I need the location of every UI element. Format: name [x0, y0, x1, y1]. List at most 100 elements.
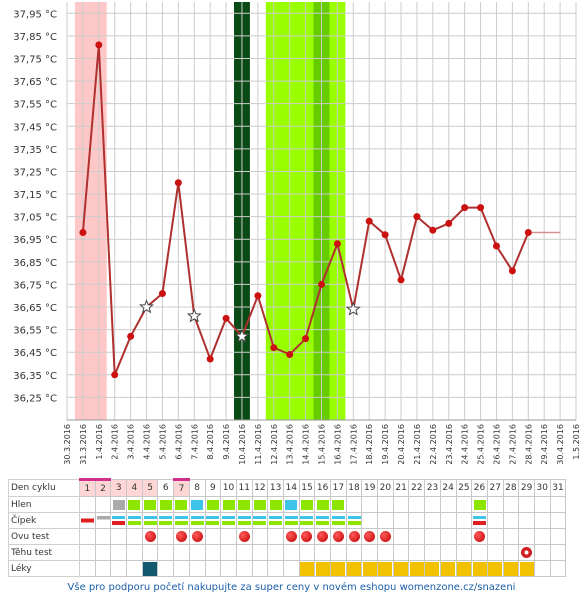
cervix-cell[interactable] — [79, 512, 96, 529]
drugs-cell[interactable] — [188, 560, 206, 577]
ovu-cell[interactable] — [377, 528, 394, 545]
cervix-cell[interactable] — [455, 512, 473, 529]
drugs-cell[interactable] — [141, 560, 159, 577]
mucus-cell[interactable] — [486, 496, 504, 513]
mucus-cell[interactable] — [94, 496, 112, 513]
mucus-cell[interactable] — [330, 496, 347, 513]
cervix-cell[interactable] — [173, 512, 190, 529]
cervix-cell[interactable] — [126, 512, 143, 529]
mucus-cell[interactable] — [471, 496, 488, 513]
cervix-cell[interactable] — [94, 512, 112, 529]
cycle-cell[interactable]: 22 — [408, 479, 426, 497]
cycle-cell[interactable]: 8 — [188, 479, 206, 497]
ovu-cell[interactable] — [471, 528, 488, 545]
cycle-cell[interactable]: 6 — [157, 479, 175, 497]
preg-cell[interactable] — [188, 544, 206, 561]
drugs-cell[interactable] — [486, 560, 504, 577]
cycle-cell[interactable]: 28 — [502, 479, 520, 497]
cycle-cell[interactable]: 3 — [110, 479, 128, 497]
preg-cell[interactable] — [486, 544, 504, 561]
cervix-cell[interactable] — [110, 512, 128, 529]
mucus-cell[interactable] — [204, 496, 222, 513]
preg-cell[interactable] — [157, 544, 175, 561]
cervix-cell[interactable] — [549, 512, 567, 529]
preg-cell[interactable] — [439, 544, 457, 561]
mucus-cell[interactable] — [126, 496, 143, 513]
cervix-cell[interactable] — [377, 512, 394, 529]
preg-cell[interactable] — [204, 544, 222, 561]
cycle-cell[interactable]: 10 — [220, 479, 237, 497]
cervix-cell[interactable] — [533, 512, 551, 529]
mucus-cell[interactable] — [455, 496, 473, 513]
preg-cell[interactable] — [141, 544, 159, 561]
cervix-cell[interactable] — [408, 512, 426, 529]
cervix-cell[interactable] — [330, 512, 347, 529]
ovu-cell[interactable] — [141, 528, 159, 545]
preg-cell[interactable] — [377, 544, 394, 561]
preg-cell[interactable] — [220, 544, 237, 561]
cervix-cell[interactable] — [282, 512, 300, 529]
ovu-cell[interactable] — [361, 528, 379, 545]
ovu-cell[interactable] — [330, 528, 347, 545]
mucus-cell[interactable] — [235, 496, 253, 513]
preg-cell[interactable] — [110, 544, 128, 561]
drugs-cell[interactable] — [392, 560, 410, 577]
drugs-cell[interactable] — [361, 560, 379, 577]
preg-cell[interactable] — [502, 544, 520, 561]
preg-cell[interactable] — [314, 544, 331, 561]
preg-cell[interactable] — [173, 544, 190, 561]
ovu-cell[interactable] — [314, 528, 331, 545]
cervix-cell[interactable] — [204, 512, 222, 529]
preg-cell[interactable] — [533, 544, 551, 561]
cervix-cell[interactable] — [518, 512, 535, 529]
ovu-cell[interactable] — [392, 528, 410, 545]
preg-cell[interactable] — [392, 544, 410, 561]
preg-cell[interactable] — [330, 544, 347, 561]
drugs-cell[interactable] — [330, 560, 347, 577]
ovu-cell[interactable] — [298, 528, 316, 545]
cervix-cell[interactable] — [141, 512, 159, 529]
mucus-cell[interactable] — [220, 496, 237, 513]
cycle-cell[interactable]: 27 — [486, 479, 504, 497]
ovu-cell[interactable] — [173, 528, 190, 545]
drugs-cell[interactable] — [298, 560, 316, 577]
cycle-cell[interactable]: 18 — [345, 479, 363, 497]
cycle-cell[interactable]: 17 — [330, 479, 347, 497]
drugs-cell[interactable] — [251, 560, 269, 577]
cervix-cell[interactable] — [157, 512, 175, 529]
cycle-cell[interactable]: 4 — [126, 479, 143, 497]
cycle-cell[interactable]: 1 — [79, 478, 96, 497]
drugs-cell[interactable] — [518, 560, 535, 577]
cycle-cell[interactable]: 14 — [282, 479, 300, 497]
ovu-cell[interactable] — [518, 528, 535, 545]
preg-cell[interactable] — [345, 544, 363, 561]
mucus-cell[interactable] — [173, 496, 190, 513]
preg-cell[interactable] — [79, 544, 96, 561]
ovu-cell[interactable] — [533, 528, 551, 545]
mucus-cell[interactable] — [188, 496, 206, 513]
preg-cell[interactable] — [424, 544, 441, 561]
cycle-cell[interactable]: 21 — [392, 479, 410, 497]
ovu-cell[interactable] — [502, 528, 520, 545]
drugs-cell[interactable] — [345, 560, 363, 577]
drugs-cell[interactable] — [471, 560, 488, 577]
mucus-cell[interactable] — [518, 496, 535, 513]
drugs-cell[interactable] — [282, 560, 300, 577]
mucus-cell[interactable] — [361, 496, 379, 513]
ovu-cell[interactable] — [455, 528, 473, 545]
ovu-cell[interactable] — [188, 528, 206, 545]
cervix-cell[interactable] — [267, 512, 284, 529]
cycle-cell[interactable]: 2 — [94, 478, 112, 497]
mucus-cell[interactable] — [392, 496, 410, 513]
drugs-cell[interactable] — [173, 560, 190, 577]
cycle-cell[interactable]: 11 — [235, 479, 253, 497]
drugs-cell[interactable] — [314, 560, 331, 577]
preg-cell[interactable] — [471, 544, 488, 561]
eshop-footer-link[interactable]: Vše pro podporu početí nakupujte za supe… — [67, 582, 516, 593]
cervix-cell[interactable] — [361, 512, 379, 529]
cervix-cell[interactable] — [471, 512, 488, 529]
ovu-cell[interactable] — [549, 528, 567, 545]
cycle-cell[interactable]: 15 — [298, 479, 316, 497]
mucus-cell[interactable] — [282, 496, 300, 513]
cycle-cell[interactable]: 12 — [251, 479, 269, 497]
